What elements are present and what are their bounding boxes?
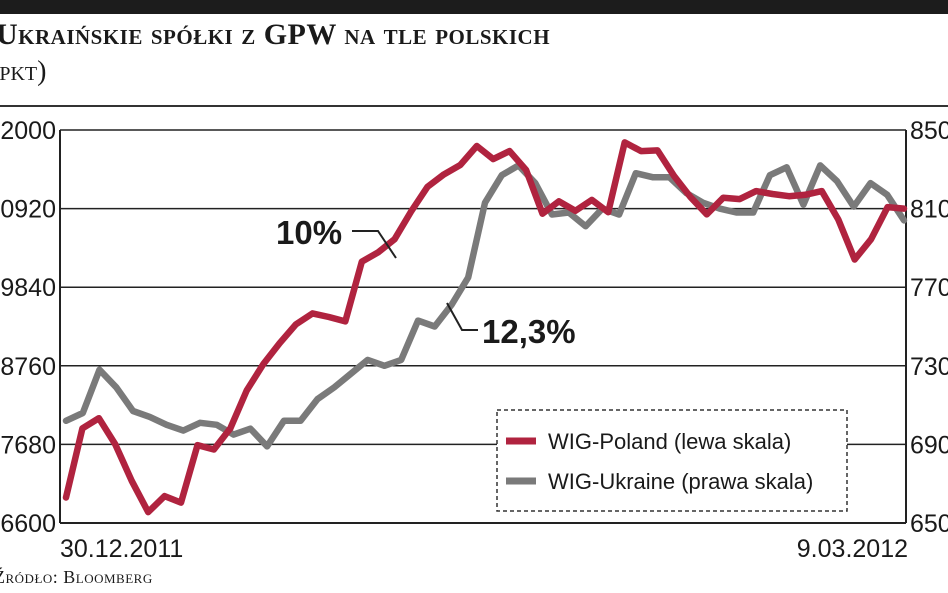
y-tick-right: 770 (910, 274, 948, 302)
y-tick-left: 42000 (0, 117, 56, 145)
top-bar (0, 0, 948, 14)
y-axis-right-ticks: 850 810 770 730 690 650 (910, 117, 948, 538)
chart-subtitle: (pkt) (0, 56, 47, 87)
y-tick-right: 690 (910, 431, 948, 459)
series-line-wig-ukraine (62, 162, 908, 450)
x-tick-end: 9.03.2012 (797, 535, 908, 563)
chart-title: Ukraińskie spółki z GPW na tle polskich (0, 18, 551, 51)
legend-label-poland: WIG-Poland (lewa skala) (548, 429, 791, 454)
title-divider (0, 105, 948, 107)
series-line-wig-poland (62, 139, 908, 516)
annotation-poland-label: 10% (276, 214, 342, 251)
y-axis-left-ticks: 42000 40920 39840 38760 37680 36600 (0, 117, 56, 538)
y-tick-right: 850 (910, 117, 948, 145)
annotation-ukraine-label: 12,3% (482, 313, 576, 350)
y-tick-left: 36600 (0, 510, 56, 538)
x-tick-start: 30.12.2011 (60, 535, 183, 563)
y-tick-right: 730 (910, 353, 948, 381)
source-note: Źródło: Bloomberg (0, 567, 153, 587)
legend-label-ukraine: WIG-Ukraine (prawa skala) (548, 469, 813, 494)
annotation-ukraine-leader (446, 302, 478, 331)
y-tick-left: 37680 (0, 431, 56, 459)
legend: WIG-Poland (lewa skala) WIG-Ukraine (pra… (496, 409, 848, 512)
annotation-ukraine: 12,3% (446, 302, 576, 350)
y-tick-left: 39840 (0, 274, 56, 302)
legend-box (496, 409, 848, 512)
annotation-poland-leader (352, 230, 397, 259)
annotation-poland: 10% (276, 214, 397, 259)
y-tick-right: 650 (910, 510, 948, 538)
y-tick-left: 38760 (0, 353, 56, 381)
y-tick-left: 40920 (0, 196, 56, 224)
series-lines (62, 139, 908, 516)
y-tick-right: 810 (910, 196, 948, 224)
